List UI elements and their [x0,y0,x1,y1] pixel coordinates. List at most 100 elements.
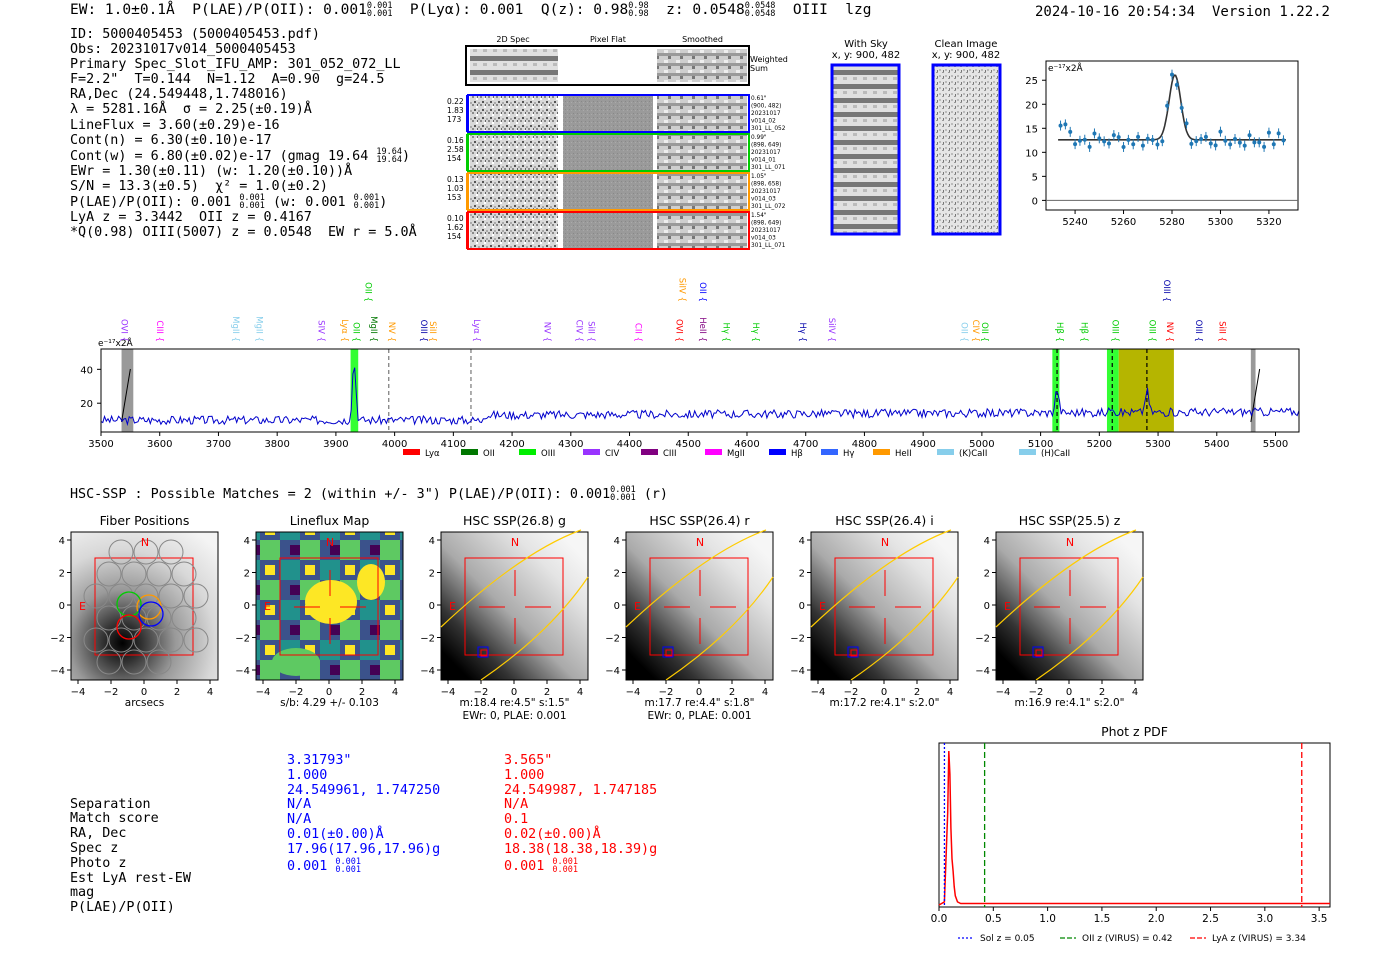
spectrum-xtick-label: 3900 [323,439,348,450]
spectrum-xtick-label: 4300 [558,439,583,450]
zoom-data-point [1160,139,1165,144]
fiber-meta: 20231017 [751,189,781,195]
line-marker: OII { [362,282,372,302]
spectrum-xtick-label: 4000 [382,439,407,450]
panel-ytick-label: 0 [244,601,250,612]
zoom-ytick-label: 15 [1025,124,1038,135]
zoom-data-point [1223,138,1228,143]
line-marker: OII { [979,322,989,342]
spectrum-xtick-label: 5100 [1028,439,1053,450]
pdf-xtick-label: 2.5 [1202,913,1219,925]
zoom-xtick-label: 5280 [1159,217,1184,228]
spectrum-xtick-label: 4800 [852,439,877,450]
panel-xtick-label: −4 [256,687,271,698]
fiber-stat: 0.22 [447,97,464,106]
header-line: OIII [792,2,828,18]
north-label: N [326,536,334,549]
clean-title: Clean Image [935,39,998,50]
aperture-box [279,557,379,656]
panel-ytick-label: −4 [790,666,805,677]
panel-title: Fiber Positions [100,513,190,528]
lineflux-peak [305,580,357,624]
ellipse-aperture [995,529,1137,628]
fiber-stat: 173 [447,115,462,124]
fiber-meta: v014_02 [751,119,776,125]
fiber-circle [133,583,159,609]
panel-xtick-label: 4 [392,687,398,698]
info-lambda: λ = 5281.16Å σ = 2.25(±0.19)Å [70,102,312,118]
north-label: N [141,536,149,549]
match-value: 0.1 [504,812,529,828]
pdf-xtick-label: 0.5 [985,913,1002,925]
match-value: 0.001 0.001 0.001 [287,856,361,875]
panel-xtick-label: 0 [881,687,887,698]
panel-xtick-label: 2 [359,687,365,698]
match-label: Separation [70,796,151,812]
fiber-circle [146,649,172,675]
panel-ytick-label: 0 [614,601,620,612]
panel-ytick-label: −2 [50,634,65,645]
line-marker: SIV { [315,320,325,342]
fiber-circle [133,627,159,653]
panel-xtick-label: 2 [544,687,550,698]
line-marker: SiII { [585,321,595,342]
north-label: N [511,536,519,549]
info-obs: Obs: 20231017v014_5000405453 [70,42,296,58]
header-version: Version 1.22.2 [1211,4,1330,20]
panel-xtick-label: −2 [289,687,304,698]
ellipse-aperture [665,576,774,681]
line-marker: OII { [697,282,707,302]
panel-xtick-label: −2 [659,687,674,698]
smoothed-image [657,173,747,210]
smoothed-image [657,212,747,249]
fiber-circle [108,627,134,653]
panel-xtick-label: 4 [762,687,768,698]
spec2d-row-image [470,173,558,210]
spectrum-xtick-label: 3600 [147,439,172,450]
ellipse-aperture [850,576,959,681]
smoothed-image [657,95,747,132]
spectrum-xtick-label: 5200 [1087,439,1112,450]
pdf-legend-label: LyA z (VIRUS) = 3.34 [1212,934,1306,944]
panel-caption: m:17.2 re:4.1" s:2.0" [830,697,940,709]
pixel-flat-image [563,173,653,210]
match-value: 1.000 [504,767,545,783]
line-marker: MgII { [254,316,264,342]
zoom-data-point [1136,134,1141,139]
pdf-xtick-label: 3.5 [1311,913,1328,925]
counterpart-box [662,646,674,658]
counterpart-box [480,649,488,657]
panel-ytick-label: −2 [420,634,435,645]
hsc-bounds: 0.001 0.001 [610,485,636,503]
panel-title: Lineflux Map [290,513,370,528]
fiber-stat: 1.62 [447,223,464,232]
fiber-stat: 0.13 [447,175,464,184]
line-highlight [1106,349,1119,432]
masked-region [121,349,134,432]
fiber-circle [158,627,184,653]
header-summary: EW: 1.0±0.1Å P(LAE)/P(OII): 0.0010.001 0.… [70,2,872,19]
masked-region [1250,349,1256,432]
fiber-stat: 153 [447,193,462,202]
fiber-meta: 301_LL_071 [751,243,786,249]
panel-xtick-label: 0 [696,687,702,698]
fiber-meta: (898, 649) [751,221,781,227]
match-value: 3.31793" [287,753,352,768]
fiber-meta: v014_03 [751,197,776,203]
spectrum-xtick-label: 5000 [969,439,994,450]
line-marker: MgII { [368,316,378,342]
pdf-xtick-label: 0.0 [931,913,948,925]
fiber-meta: 1.54" [751,213,767,219]
legend-label: Hβ [791,449,803,459]
fiber-meta: (898, 649) [751,143,781,149]
fiber-meta: v014_01 [751,158,776,164]
zoom-data-point [1199,136,1204,141]
spectrum-xtick-label: 4600 [734,439,759,450]
legend-swatch [705,449,722,455]
panel-caption: m:16.9 re:4.1" s:2.0" [1015,697,1125,709]
info-ewr: EWr = 1.30(±0.11) (w: 1.20(±0.10))Å [70,163,353,179]
spectrum-xtick-label: 4200 [499,439,524,450]
panel-xtick-label: 2 [1099,687,1105,698]
zoom-data-point [1213,143,1218,148]
zoom-units: e⁻¹⁷x2Å [1048,62,1084,74]
